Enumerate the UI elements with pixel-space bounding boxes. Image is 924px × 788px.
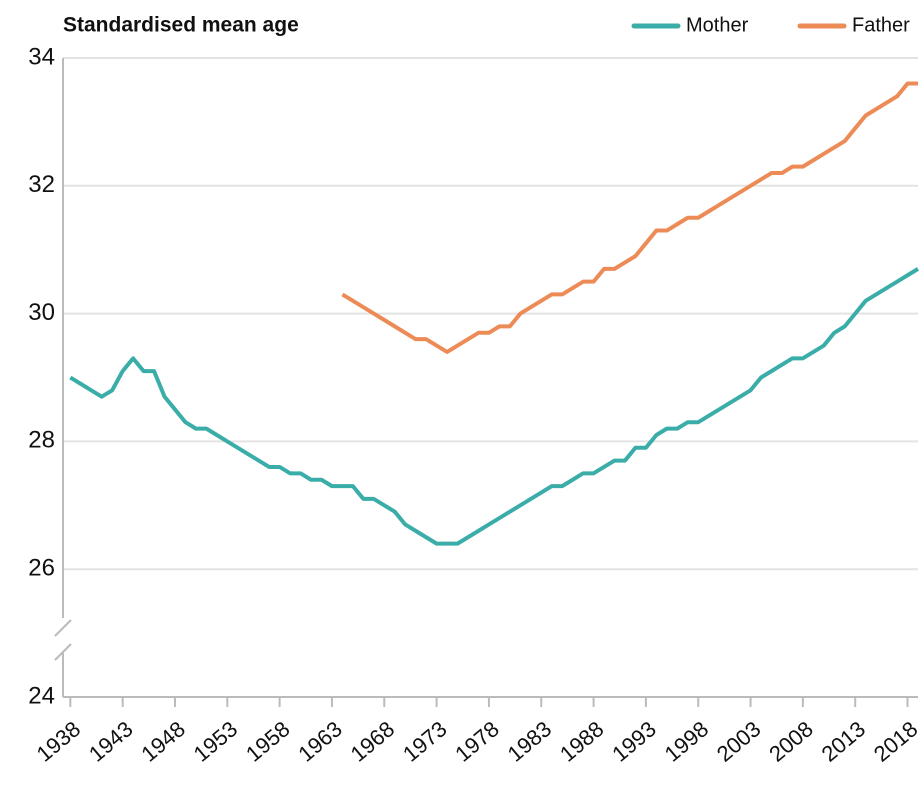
x-tick-label: 1948 [136, 716, 190, 767]
x-tick-label: 1938 [32, 716, 86, 767]
x-tick-label: 1983 [503, 716, 557, 767]
x-tick-label: 1963 [293, 716, 347, 767]
x-tick-label: 1978 [450, 716, 504, 767]
y-tick-label: 32 [28, 171, 55, 198]
axis-break [54, 619, 72, 637]
x-tick-label: 2003 [712, 716, 766, 767]
legend-label: Father [852, 14, 910, 36]
x-tick-label: 2013 [817, 716, 871, 767]
series-line [341, 81, 918, 354]
y-tick-label: 28 [28, 427, 55, 454]
x-tick-label: 2018 [869, 716, 923, 767]
x-tick-label: 1993 [607, 716, 661, 767]
x-tick-label: 1968 [346, 716, 400, 767]
y-tick-label: 26 [28, 555, 55, 582]
x-tick-label: 1988 [555, 716, 609, 767]
y-tick-label: 30 [28, 299, 55, 326]
axis-break [54, 643, 72, 661]
x-tick-label: 1998 [660, 716, 714, 767]
x-tick-label: 1958 [241, 716, 295, 767]
x-tick-label: 1973 [398, 716, 452, 767]
series-line [69, 267, 920, 546]
x-tick-label: 1943 [84, 716, 138, 767]
x-tick-label: 2008 [764, 716, 818, 767]
y-tick-label: 24 [28, 682, 55, 709]
x-tick-label: 1953 [189, 716, 243, 767]
chart-title: Standardised mean age [63, 14, 299, 37]
legend-label: Mother [686, 14, 749, 36]
y-tick-label: 34 [28, 43, 55, 70]
